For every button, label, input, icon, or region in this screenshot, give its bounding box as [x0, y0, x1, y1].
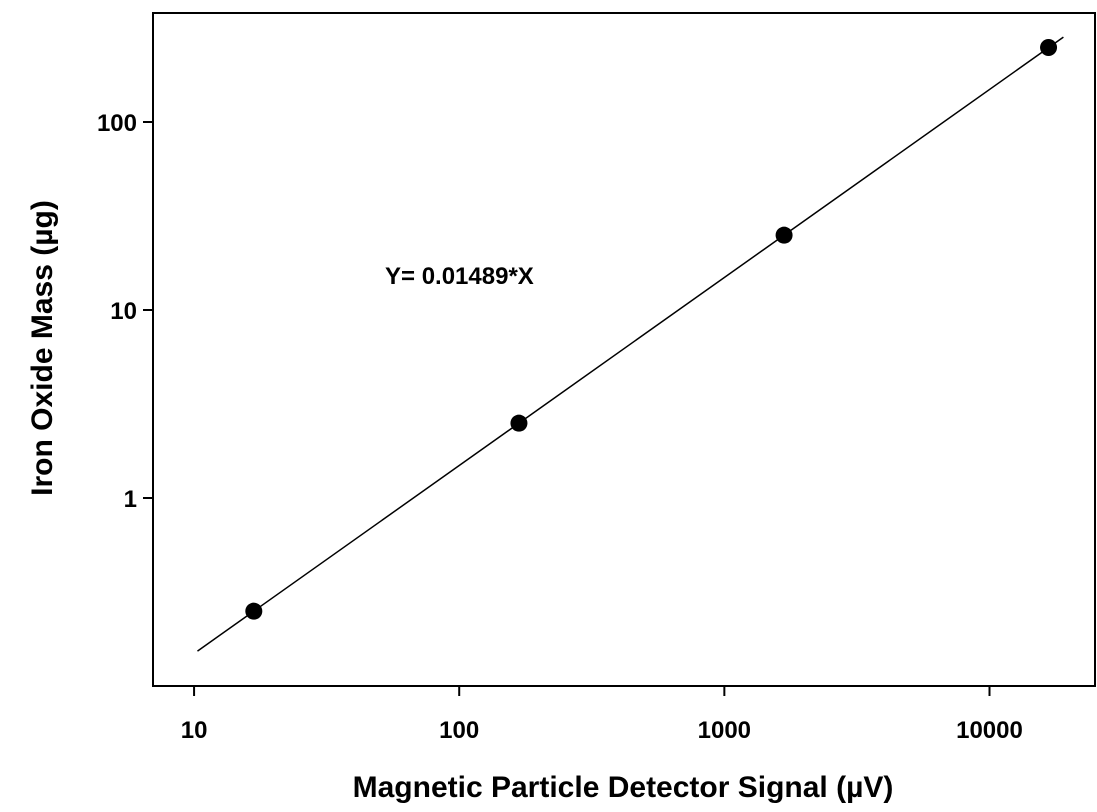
y-tick-label: 100 — [97, 110, 137, 137]
y-axis-ticks: 1 10 100 — [97, 110, 153, 513]
fit-line — [197, 36, 1064, 652]
x-axis-ticks: 10 100 1000 10000 — [181, 686, 1023, 744]
plot-frame — [152, 12, 1096, 687]
y-tick-label: 1 — [124, 486, 137, 513]
x-axis-title: Magnetic Particle Detector Signal (µV) — [353, 771, 894, 804]
x-tick-label: 1000 — [698, 717, 751, 744]
data-point — [245, 602, 263, 620]
data-points — [245, 39, 1058, 620]
y-tick-label: 10 — [110, 298, 137, 325]
x-tick-label: 10 — [181, 717, 208, 744]
x-tick-label: 10000 — [956, 717, 1023, 744]
fit-equation: Y= 0.01489*X — [385, 263, 534, 290]
data-point — [510, 414, 528, 432]
data-point — [775, 226, 793, 244]
data-point — [1040, 39, 1058, 57]
x-tick-label: 100 — [439, 717, 479, 744]
y-axis-title: Iron Oxide Mass (µg) — [26, 200, 59, 496]
